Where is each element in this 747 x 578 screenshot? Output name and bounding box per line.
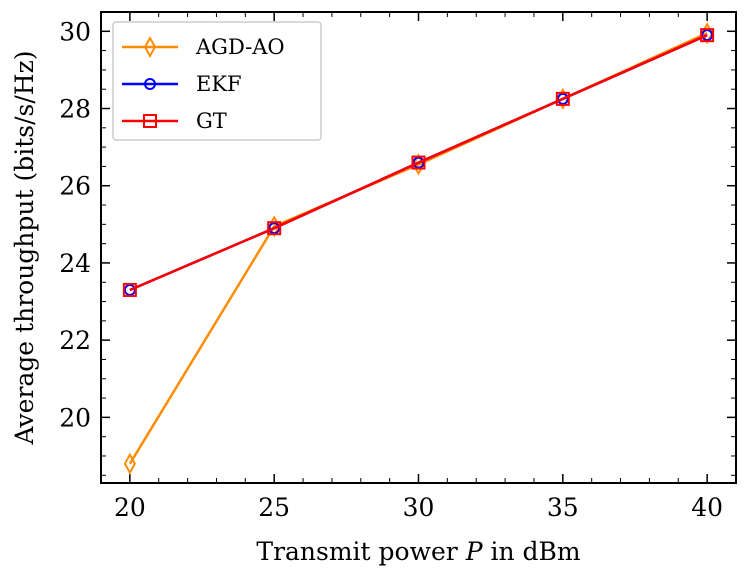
legend-label-agd-ao: AGD-AO: [195, 35, 285, 59]
x-tick-label: 35: [547, 493, 579, 522]
legend-label-ekf: EKF: [196, 72, 242, 96]
y-tick-label: 30: [59, 17, 91, 46]
data-point-agd-ao: [123, 452, 137, 475]
x-axis-title: Transmit power P in dBm: [256, 537, 581, 566]
y-tick-label: 28: [59, 95, 91, 124]
legend-entry-agd-ao: AGD-AO: [122, 35, 285, 59]
legend-marker-ekf: [144, 78, 156, 90]
data-point-ekf: [123, 283, 136, 296]
legend-entry-ekf: EKF: [122, 72, 242, 96]
x-axis-title-part: Transmit power: [256, 537, 465, 566]
legend-marker-gt: [143, 114, 157, 128]
plot-frame: [100, 11, 737, 484]
legend-entry-gt: GT: [122, 109, 227, 133]
legend: AGD-AO EKF GT: [112, 21, 322, 141]
series-line-gt: [129, 34, 708, 292]
data-point-gt: [555, 91, 570, 106]
series-gt: [122, 28, 715, 297]
data-point-gt: [122, 282, 137, 297]
data-point-gt: [267, 221, 282, 236]
y-tick-label: 24: [59, 249, 91, 278]
legend-box: [112, 21, 322, 141]
x-axis-title-symbol: P: [465, 537, 484, 566]
x-tick-label: 40: [691, 493, 723, 522]
series-layer: [122, 22, 715, 475]
x-tick-label: 25: [258, 493, 290, 522]
y-axis-title: Average throughput (bits/s/Hz): [10, 50, 39, 445]
x-tick-label: 30: [403, 493, 435, 522]
data-point-gt: [700, 28, 715, 43]
x-axis-title-part: in dBm: [483, 537, 581, 566]
y-tick-label: 20: [59, 403, 91, 432]
y-tick-label: 26: [59, 172, 91, 201]
y-tick-label: 22: [59, 326, 91, 355]
data-point-gt: [411, 155, 426, 170]
legend-label-gt: GT: [196, 109, 227, 133]
tick-labels: 20 25 30 35 40 20 22 24 26 28 30: [59, 17, 723, 522]
legend-marker-agd-ao: [143, 35, 157, 59]
x-tick-label: 20: [114, 493, 146, 522]
